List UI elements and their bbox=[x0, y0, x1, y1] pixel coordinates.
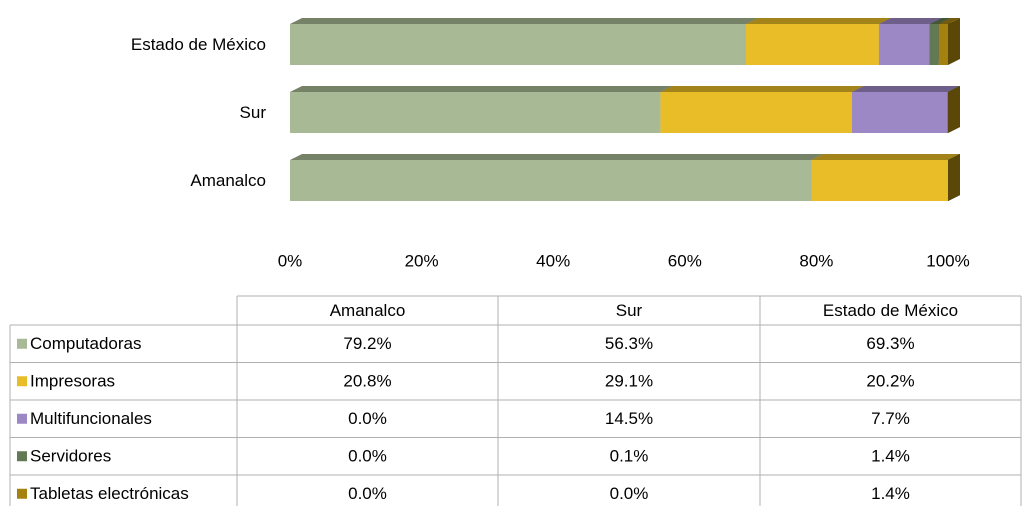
bar-top bbox=[947, 86, 960, 92]
table-cell: 20.8% bbox=[343, 372, 391, 391]
table-cell: 1.4% bbox=[871, 447, 910, 466]
bar-side bbox=[948, 86, 960, 133]
table-header: Sur bbox=[616, 301, 643, 320]
y-tick-label: Sur bbox=[240, 103, 267, 122]
legend-swatch bbox=[17, 338, 27, 349]
bar-segment bbox=[947, 92, 948, 133]
bar-top bbox=[929, 18, 951, 24]
legend-swatch bbox=[17, 376, 27, 387]
table-cell: 1.4% bbox=[871, 484, 910, 503]
bar-segment bbox=[660, 92, 852, 133]
bar-top bbox=[811, 154, 960, 160]
table-cell: 79.2% bbox=[343, 334, 391, 353]
bar-segment bbox=[745, 24, 879, 65]
legend-label: Multifuncionales bbox=[30, 409, 152, 428]
bar-top bbox=[290, 18, 758, 24]
bar-top bbox=[878, 18, 942, 24]
table-cell: 69.3% bbox=[866, 334, 914, 353]
table-cell: 0.0% bbox=[348, 447, 387, 466]
bar-top bbox=[851, 86, 960, 92]
table-cell: 0.0% bbox=[348, 484, 387, 503]
bar-top bbox=[290, 86, 673, 92]
x-tick-label: 60% bbox=[668, 251, 702, 270]
bar-segment bbox=[878, 24, 930, 65]
legend-swatch bbox=[17, 451, 27, 462]
legend-label: Impresoras bbox=[30, 372, 115, 391]
legend-label: Servidores bbox=[30, 447, 111, 466]
bar-top bbox=[938, 18, 960, 24]
table-header: Amanalco bbox=[330, 301, 406, 320]
bar-top bbox=[660, 86, 864, 92]
legend-swatch bbox=[17, 413, 27, 424]
table-header: Estado de México bbox=[823, 301, 958, 320]
bar-side bbox=[948, 154, 960, 201]
bar-segment bbox=[938, 24, 948, 65]
bar-side bbox=[948, 18, 960, 65]
table-cell: 14.5% bbox=[605, 409, 653, 428]
legend-swatch bbox=[17, 488, 27, 499]
x-tick-label: 100% bbox=[926, 251, 969, 270]
x-tick-label: 20% bbox=[405, 251, 439, 270]
bar-segment bbox=[290, 92, 661, 133]
table-cell: 7.7% bbox=[871, 409, 910, 428]
table-cell: 56.3% bbox=[605, 334, 653, 353]
x-tick-label: 40% bbox=[536, 251, 570, 270]
y-tick-label: Amanalco bbox=[190, 171, 266, 190]
bar-segment bbox=[929, 24, 939, 65]
y-tick-label: Estado de México bbox=[131, 35, 266, 54]
bar-segment bbox=[290, 160, 812, 201]
table-cell: 0.0% bbox=[610, 484, 649, 503]
x-tick-label: 80% bbox=[799, 251, 833, 270]
bar-segment bbox=[811, 160, 948, 201]
legend-label: Tabletas electrónicas bbox=[30, 484, 189, 503]
table-cell: 0.1% bbox=[610, 447, 649, 466]
table-cell: 29.1% bbox=[605, 372, 653, 391]
bar-top bbox=[745, 18, 891, 24]
table-cell: 20.2% bbox=[866, 372, 914, 391]
bar-top bbox=[290, 154, 824, 160]
bar-segment bbox=[290, 24, 746, 65]
table-cell: 0.0% bbox=[348, 409, 387, 428]
bar-segment bbox=[851, 92, 948, 133]
x-tick-label: 0% bbox=[278, 251, 303, 270]
legend-label: Computadoras bbox=[30, 334, 142, 353]
